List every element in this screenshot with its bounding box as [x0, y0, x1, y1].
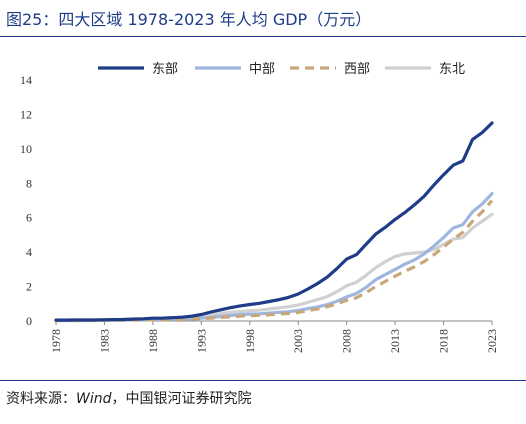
x-tick-label: 1998: [243, 329, 257, 353]
x-tick-label: 2023: [485, 329, 499, 353]
x-tick-label: 1983: [97, 329, 111, 353]
chart-legend: 东部 中部 西部 东北: [98, 62, 465, 77]
series-line-0: [54, 121, 494, 322]
x-tick-label: 2018: [437, 329, 451, 353]
title-divider: [0, 36, 526, 37]
source-italic: Wind: [76, 391, 112, 407]
y-tick-label: 2: [26, 280, 32, 294]
x-tick-label: 2013: [388, 329, 402, 353]
source-note: 资料来源：Wind，中国银河证券研究院: [6, 388, 252, 408]
legend-label-0: 东部: [152, 62, 178, 77]
chart-axes: 0 2 4 6 8 10 12 14 1978 1983 1988 1993 1998 2003 2008 2…: [20, 73, 499, 353]
x-tick-label: 1988: [146, 329, 160, 353]
legend-label-2: 西部: [344, 62, 370, 77]
source-rest: ，中国银河证券研究院: [111, 391, 252, 407]
line-chart: 0 2 4 6 8 10 12 14 1978 1983 1988 1993 1998 2003 2008 2…: [20, 62, 499, 353]
chart-series: [54, 121, 494, 323]
y-tick-label: 0: [26, 314, 32, 328]
x-tick-label: 2008: [340, 329, 354, 353]
x-tick-label: 2003: [291, 329, 305, 353]
x-tick-label: 1993: [194, 329, 208, 353]
legend-label-3: 东北: [439, 62, 465, 77]
y-tick-label: 14: [20, 73, 32, 87]
y-tick-label: 4: [26, 245, 32, 259]
source-divider: [0, 380, 526, 381]
y-tick-label: 8: [26, 176, 32, 190]
source-prefix: 资料来源：: [6, 391, 76, 407]
y-tick-label: 6: [26, 211, 32, 225]
y-tick-label: 10: [20, 142, 32, 156]
legend-label-1: 中部: [249, 62, 275, 77]
figure-title: 图25：四大区域 1978-2023 年人均 GDP（万元）: [6, 10, 372, 29]
series-line-3: [54, 212, 494, 322]
y-tick-label: 12: [20, 107, 32, 121]
x-tick-label: 1978: [49, 329, 63, 353]
series-line-2: [56, 199, 494, 323]
